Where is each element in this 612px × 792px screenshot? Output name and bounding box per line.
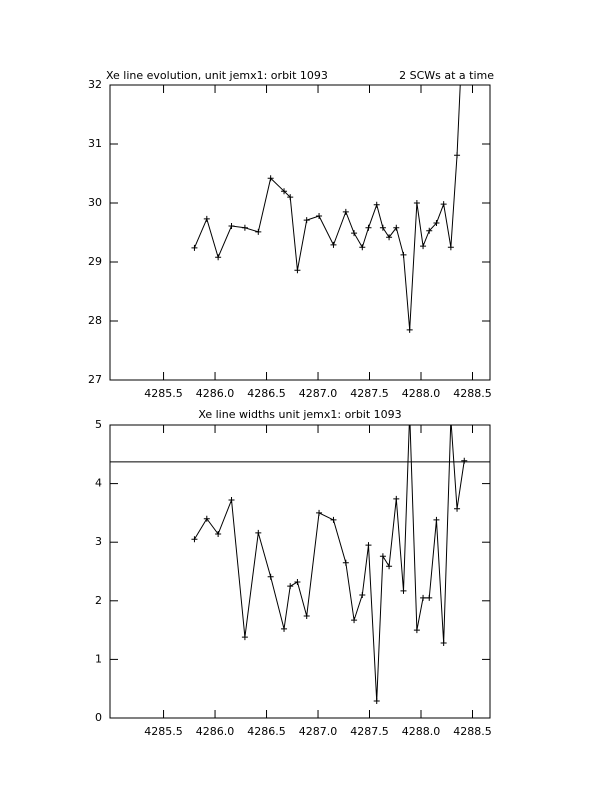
x-tick-label: 4287.5 bbox=[350, 387, 389, 400]
data-point bbox=[426, 594, 433, 601]
data-point bbox=[351, 230, 358, 237]
plot-frame bbox=[109, 424, 491, 719]
y-tick-label: 1 bbox=[95, 652, 102, 665]
y-tick-label: 32 bbox=[88, 78, 102, 91]
data-point bbox=[330, 516, 337, 523]
data-point bbox=[379, 553, 386, 560]
data-point bbox=[330, 241, 337, 248]
data-point bbox=[281, 625, 288, 632]
data-point bbox=[386, 234, 393, 241]
y-tick-label: 4 bbox=[95, 477, 102, 490]
x-tick-label: 4288.0 bbox=[402, 725, 441, 738]
data-point bbox=[281, 188, 288, 195]
y-tick-label: 28 bbox=[88, 314, 102, 327]
data-point bbox=[203, 215, 210, 222]
y-tick-label: 31 bbox=[88, 137, 102, 150]
data-point bbox=[342, 559, 349, 566]
data-point bbox=[393, 224, 400, 231]
y-tick-label: 30 bbox=[88, 196, 102, 209]
data-point bbox=[316, 509, 323, 516]
data-point bbox=[191, 536, 198, 543]
data-point bbox=[267, 175, 274, 182]
data-point bbox=[203, 515, 210, 522]
x-tick-label: 4287.0 bbox=[299, 387, 338, 400]
y-tick-label: 29 bbox=[88, 255, 102, 268]
data-point bbox=[294, 267, 301, 274]
data-point bbox=[413, 627, 420, 634]
x-tick-label: 4288.0 bbox=[402, 387, 441, 400]
data-point bbox=[386, 563, 393, 570]
data-point bbox=[461, 457, 468, 464]
data-point bbox=[294, 579, 301, 586]
data-point bbox=[373, 201, 380, 208]
x-tick-label: 4285.5 bbox=[144, 387, 183, 400]
data-point bbox=[454, 152, 461, 159]
data-point bbox=[407, 410, 413, 416]
data-point bbox=[406, 326, 413, 333]
data-point bbox=[373, 698, 380, 705]
data-point bbox=[255, 228, 262, 235]
data-point bbox=[433, 220, 440, 227]
data-point bbox=[454, 505, 461, 512]
data-point bbox=[351, 617, 358, 624]
data-point bbox=[400, 251, 407, 258]
x-tick-label: 4288.5 bbox=[453, 387, 492, 400]
data-point bbox=[287, 583, 294, 590]
x-tick-label: 4286.5 bbox=[247, 387, 286, 400]
data-point bbox=[393, 495, 400, 502]
x-tick-label: 4287.5 bbox=[350, 725, 389, 738]
data-point bbox=[448, 416, 454, 422]
x-tick-label: 4288.5 bbox=[453, 725, 492, 738]
data-point bbox=[426, 227, 433, 234]
data-point bbox=[400, 587, 407, 594]
data-point bbox=[413, 200, 420, 206]
x-tick-label: 4287.0 bbox=[299, 725, 338, 738]
data-point bbox=[241, 634, 248, 641]
data-point bbox=[267, 573, 274, 580]
data-point bbox=[215, 530, 222, 537]
plot-frame bbox=[109, 84, 491, 381]
data-point bbox=[255, 529, 262, 536]
data-point bbox=[228, 223, 235, 230]
x-tick-label: 4286.0 bbox=[196, 725, 235, 738]
x-tick-label: 4286.5 bbox=[247, 725, 286, 738]
data-point bbox=[359, 591, 366, 598]
data-point bbox=[379, 224, 386, 231]
y-tick-label: 2 bbox=[95, 594, 102, 607]
y-tick-label: 27 bbox=[88, 373, 102, 386]
data-line bbox=[194, 425, 465, 702]
chart-title: Xe line widths unit jemx1: orbit 1093 bbox=[198, 408, 401, 421]
x-tick-label: 4285.5 bbox=[144, 725, 183, 738]
data-point bbox=[433, 516, 440, 523]
x-tick-label: 4286.0 bbox=[196, 387, 235, 400]
data-point bbox=[365, 224, 372, 231]
data-point bbox=[215, 254, 222, 261]
data-point bbox=[365, 542, 372, 549]
data-point bbox=[420, 594, 427, 601]
data-point bbox=[228, 497, 235, 504]
data-point bbox=[191, 244, 198, 251]
data-line bbox=[193, 85, 461, 330]
data-point bbox=[303, 217, 310, 224]
data-point bbox=[359, 244, 366, 251]
data-point bbox=[447, 244, 454, 251]
data-point bbox=[420, 243, 427, 250]
data-point bbox=[440, 201, 447, 208]
data-point bbox=[316, 212, 323, 219]
y-tick-label: 5 bbox=[95, 418, 102, 431]
y-tick-label: 0 bbox=[95, 711, 102, 724]
data-point bbox=[241, 224, 248, 231]
data-point bbox=[303, 613, 310, 620]
y-tick-label: 3 bbox=[95, 535, 102, 548]
data-point bbox=[440, 639, 447, 646]
chart-subtitle: 2 SCWs at a time bbox=[399, 69, 494, 82]
data-point bbox=[342, 208, 349, 215]
data-point bbox=[287, 194, 294, 201]
chart-title: Xe line evolution, unit jemx1: orbit 109… bbox=[106, 69, 328, 82]
